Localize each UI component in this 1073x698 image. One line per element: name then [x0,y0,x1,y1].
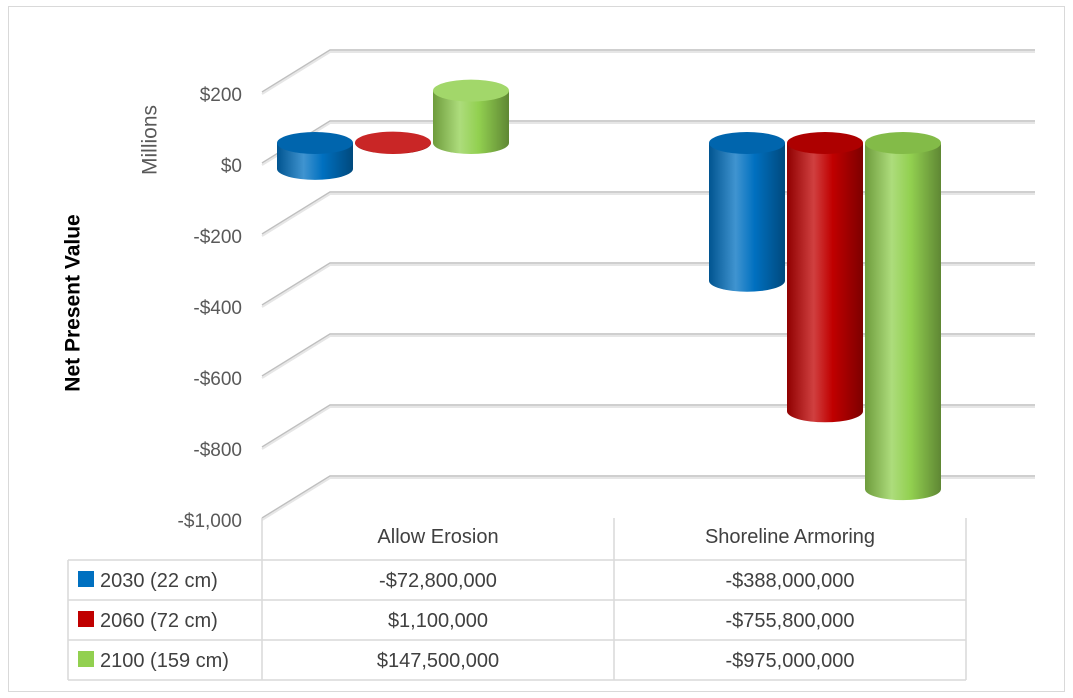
legend-label: 2060 (72 cm) [100,610,218,632]
y-axis-title: Net Present Value [62,214,85,391]
gridline-shadow [261,51,1035,95]
bar-body [433,90,509,154]
y-tick-label: $200 [200,85,242,106]
bar-cap [277,132,353,154]
bar-2030-22-cm-allow-erosion [277,132,353,180]
chart-frame [8,6,1065,692]
bars [277,79,941,501]
legend-label: 2100 (159 cm) [100,650,229,672]
legend-swatch [78,611,94,627]
table-value: -$975,000,000 [725,650,854,672]
bar-body [787,143,863,423]
y-tick-label: $0 [221,156,242,177]
legend-swatch [78,571,94,587]
gridline [261,475,1035,519]
table-value: -$755,800,000 [725,610,854,632]
y-tick-label: -$800 [193,440,242,461]
bar-cap [709,132,785,154]
table-value: $147,500,000 [377,650,499,672]
y-axis-unit-label: Millions [139,105,162,175]
y-tick-label: -$200 [193,227,242,248]
legend-swatch [78,651,94,667]
bar-body [865,143,941,501]
bar-cap [433,79,509,102]
bar-body [709,143,785,292]
y-axis-ticks: $200 $0 -$200 -$400 -$600 -$800 -$1,000 [178,85,242,532]
gridline [261,49,1035,93]
bar-2060-72-cm-shoreline-armoring [787,132,863,423]
y-tick-label: -$400 [193,298,242,319]
bar-2030-22-cm-shoreline-armoring [709,132,785,292]
bar-cap [355,131,431,154]
legend-label: 2030 (22 cm) [100,570,218,592]
data-table: Allow Erosion Shoreline Armoring 2030 (22 … [67,518,967,681]
bar-2060-72-cm-allow-erosion [355,131,431,154]
bar-2100-159-cm-shoreline-armoring [865,132,941,501]
bar-cap [787,132,863,154]
gridline-shadow [261,477,1035,521]
category-label: Shoreline Armoring [705,526,875,548]
y-tick-label: -$1,000 [178,511,242,532]
bar-2100-159-cm-allow-erosion [433,79,509,154]
bar-cap [865,132,941,154]
table-value: $1,100,000 [388,610,488,632]
table-value: -$72,800,000 [379,570,497,592]
category-label: Allow Erosion [377,526,498,548]
y-tick-label: -$600 [193,369,242,390]
table-value: -$388,000,000 [725,570,854,592]
